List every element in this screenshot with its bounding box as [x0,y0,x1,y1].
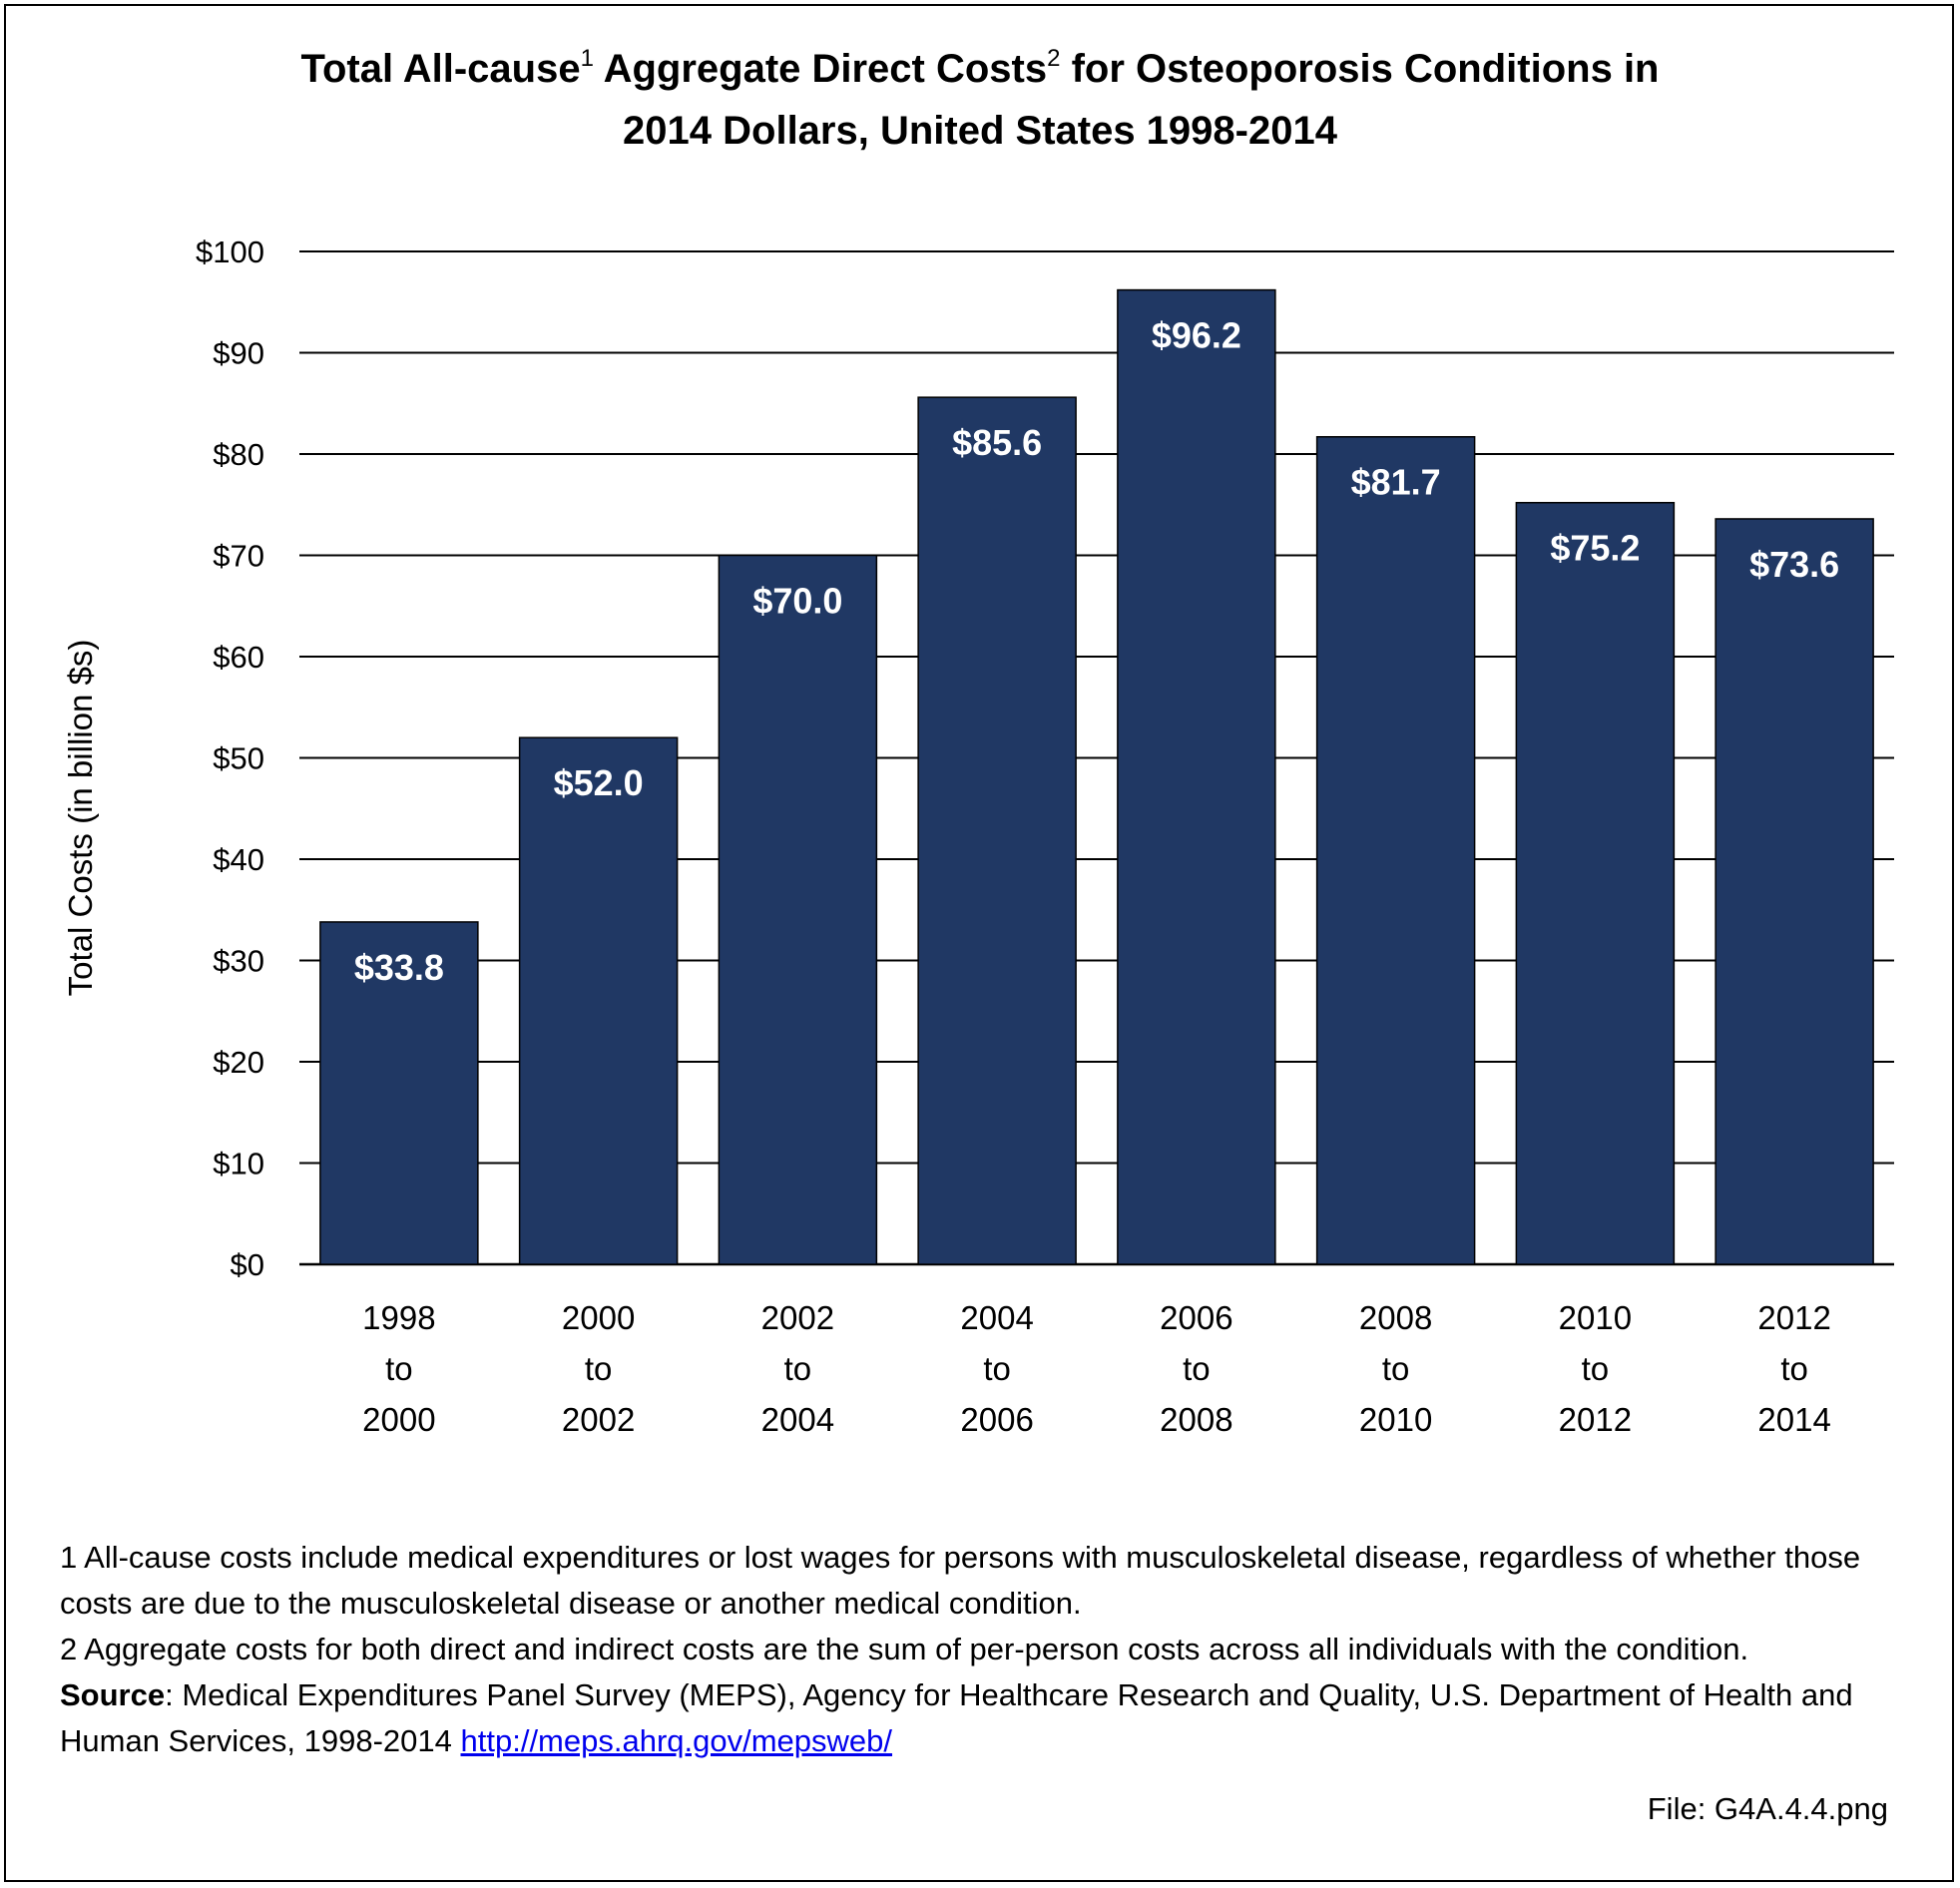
x-tick-label: 2000 [562,1299,635,1336]
y-axis-title: Total Costs (in billion $s) [62,640,99,997]
source-link[interactable]: http://meps.ahrq.gov/mepsweb/ [460,1723,893,1758]
x-tick-label: to [1183,1350,1211,1387]
bar [1515,501,1676,1265]
y-tick-label: $70 [213,539,264,574]
x-tick-label: to [1582,1350,1610,1387]
x-tick-label: 2010 [1559,1299,1632,1336]
y-tick-label: $50 [213,741,264,776]
x-tick-label: 2004 [761,1401,834,1438]
bar [319,921,479,1265]
x-tick-label: to [1382,1350,1410,1387]
bar [1315,435,1476,1265]
x-tick-label: to [585,1350,613,1387]
x-tick-label: to [784,1350,812,1387]
chart-title-line1: Total All-cause1 Aggregate Direct Costs2… [300,45,1660,92]
data-label: $85.6 [952,422,1042,463]
x-tick-label: 2006 [1160,1299,1232,1336]
footnote-ref-1: 1 [580,45,594,72]
data-label: $96.2 [1152,315,1241,356]
chart-title-line2: 2014 Dollars, United States 1998-2014 [623,109,1337,153]
x-tick-label: 2012 [1559,1401,1632,1438]
x-tick-label: 2012 [1757,1299,1830,1336]
y-tick-label: $20 [213,1045,264,1080]
footnotes: 1 All-cause costs include medical expend… [60,1535,1916,1764]
footnote-1: 1 All-cause costs include medical expend… [60,1540,1861,1621]
source-text: : Medical Expenditures Panel Survey (MEP… [60,1677,1853,1758]
x-tick-label: 2008 [1359,1299,1432,1336]
source-note: Source: Medical Expenditures Panel Surve… [60,1672,1916,1764]
x-tick-label: to [1780,1350,1808,1387]
footnote-2: 2 Aggregate costs for both direct and in… [60,1632,1749,1666]
bar [718,554,878,1265]
file-label: File: G4A.4.4.png [1647,1791,1888,1826]
data-label: $75.2 [1550,528,1640,569]
x-tick-label: to [983,1350,1011,1387]
figure-border [4,4,1954,1882]
x-tick-label: 2000 [362,1401,435,1438]
x-tick-label: 2010 [1359,1401,1432,1438]
x-tick-label: 2004 [960,1299,1033,1336]
y-tick-label: $0 [231,1247,264,1282]
y-tick-label: $40 [213,842,264,877]
x-tick-label: to [385,1350,413,1387]
y-tick-label: $80 [213,437,264,472]
data-label: $81.7 [1351,462,1441,503]
bar [518,736,679,1265]
source-label: Source [60,1677,166,1712]
y-tick-label: $100 [196,235,264,269]
data-label: $33.8 [354,947,444,988]
bar-chart: $0 $10 $20 $30 $40 $50 $60 $70 $80 $90 $100 Total C… [62,235,1894,1438]
y-tick-label: $90 [213,336,264,371]
bar [1117,288,1276,1265]
bar [917,396,1077,1265]
data-label: $70.0 [752,581,842,622]
y-tick-label: $30 [213,944,264,979]
x-tick-label: 2014 [1757,1401,1830,1438]
y-tick-label: $60 [213,640,264,675]
x-tick-label: 2002 [562,1401,635,1438]
x-tick-label: 1998 [362,1299,435,1336]
x-tick-label: 2008 [1160,1401,1232,1438]
data-label: $52.0 [554,762,644,803]
data-label: $73.6 [1749,544,1839,585]
bar [1715,518,1874,1265]
footnote-ref-2: 2 [1047,45,1061,72]
x-tick-label: 2002 [761,1299,834,1336]
x-tick-label: 2006 [960,1401,1033,1438]
y-tick-label: $10 [213,1147,264,1181]
